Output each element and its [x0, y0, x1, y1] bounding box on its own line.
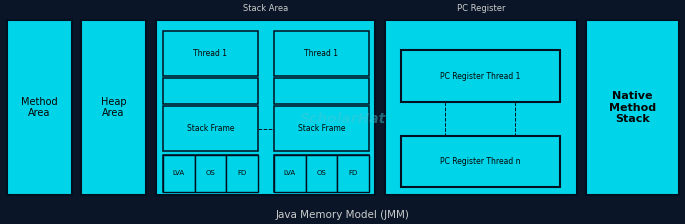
Bar [81, 20, 146, 195]
Bar [163, 155, 195, 192]
Bar [156, 20, 375, 195]
Text: ScholarHat: ScholarHat [299, 112, 386, 126]
Bar [274, 155, 306, 192]
Bar [226, 155, 258, 192]
Text: Stack Area: Stack Area [243, 4, 288, 13]
Text: PC Register: PC Register [457, 4, 505, 13]
Text: Stack Frame: Stack Frame [297, 124, 345, 133]
Text: Heap
Area: Heap Area [101, 97, 126, 118]
Bar [163, 78, 258, 104]
Text: PC Register Thread n: PC Register Thread n [440, 157, 521, 166]
Text: OS: OS [206, 170, 215, 176]
Bar [163, 31, 258, 76]
Bar [306, 155, 337, 192]
Bar [163, 155, 258, 192]
Bar [274, 78, 369, 104]
Text: Thread 1: Thread 1 [304, 49, 338, 58]
Text: FD: FD [348, 170, 358, 176]
Text: Stack Frame: Stack Frame [186, 124, 234, 133]
Bar [195, 155, 226, 192]
Text: Native
Method
Stack: Native Method Stack [609, 91, 656, 124]
Text: LVA: LVA [173, 170, 185, 176]
Text: Thread 1: Thread 1 [193, 49, 227, 58]
Text: Method
Area: Method Area [21, 97, 58, 118]
Bar [163, 106, 258, 151]
Bar [274, 155, 369, 192]
Text: OS: OS [316, 170, 326, 176]
Bar [401, 50, 560, 102]
Bar [401, 136, 560, 187]
Text: Java Memory Model (JMM): Java Memory Model (JMM) [275, 210, 410, 220]
Bar [274, 106, 369, 151]
Text: FD: FD [237, 170, 247, 176]
Bar [274, 31, 369, 76]
Bar [7, 20, 72, 195]
Bar [586, 20, 679, 195]
Bar [385, 20, 577, 195]
Bar [337, 155, 369, 192]
Text: LVA: LVA [284, 170, 296, 176]
Text: PC Register Thread 1: PC Register Thread 1 [440, 72, 521, 81]
